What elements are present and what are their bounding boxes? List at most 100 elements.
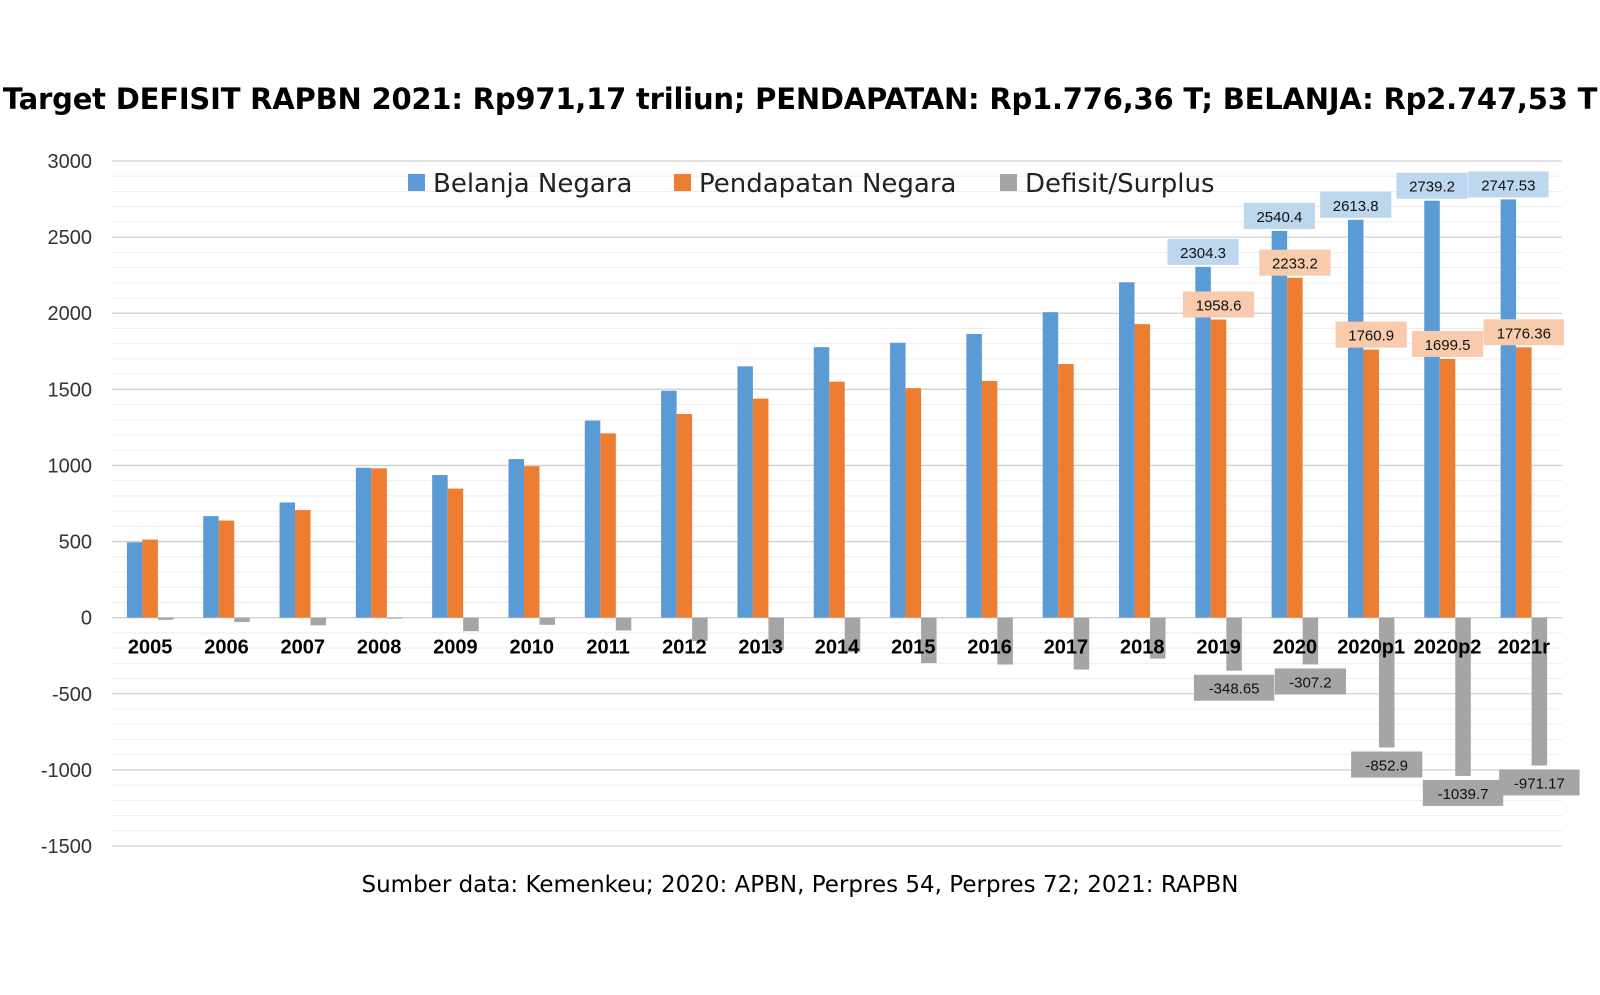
bar: [1424, 200, 1440, 618]
data-label-box: [1335, 321, 1407, 348]
x-tick-label: 2012: [662, 637, 707, 659]
y-tick-label: 1000: [48, 455, 93, 477]
data-label: 2233.2: [1272, 256, 1318, 273]
bar: [1134, 324, 1151, 618]
bar: [1347, 219, 1364, 618]
data-label: -307.2: [1289, 674, 1332, 691]
legend-swatch: [1000, 174, 1017, 191]
bar: [921, 617, 937, 664]
data-label: 2747.53: [1481, 177, 1535, 194]
bar: [997, 617, 1013, 665]
bar: [768, 617, 784, 650]
bar: [600, 433, 616, 618]
data-label: 2613.8: [1333, 198, 1379, 215]
data-label: 1699.5: [1425, 337, 1471, 354]
bar: [432, 475, 448, 618]
bar: [234, 617, 250, 623]
legend-swatch: [674, 174, 691, 191]
bar: [523, 466, 540, 618]
bar: [844, 617, 861, 653]
bar: [1271, 230, 1288, 618]
x-tick-label: 2011: [586, 637, 629, 659]
data-label-box: [1499, 769, 1580, 796]
data-label: 1776.36: [1497, 325, 1551, 342]
x-tick-label: 2019: [1196, 637, 1241, 659]
data-labels: 2304.3 2540.4 2613.8 2739.2 2747.53 1958.6 223…: [1167, 171, 1580, 806]
bars: [126, 199, 1548, 776]
data-label: 1958.6: [1196, 298, 1242, 315]
x-tick-label: 2017: [1044, 637, 1089, 659]
x-tick-label: 2020p1: [1337, 637, 1405, 659]
bar: [890, 342, 906, 618]
data-label: -1039.7: [1438, 786, 1489, 803]
bar: [386, 617, 403, 619]
bar: [813, 347, 830, 618]
legend: Belanja Negara Pendapatan Negara Defisit/S…: [408, 169, 1215, 199]
y-tick-label: 0: [81, 608, 92, 630]
data-label: 2739.2: [1409, 179, 1455, 196]
y-tick-label: -1000: [41, 760, 92, 782]
y-tick-label: 2000: [48, 303, 93, 325]
x-tick-label: 2020p2: [1414, 637, 1482, 659]
bar: [692, 617, 708, 641]
data-label-box: [1274, 668, 1346, 695]
data-label: -971.17: [1514, 776, 1565, 793]
data-label-box: [1182, 291, 1255, 318]
y-tick-label: 1500: [48, 379, 93, 401]
legend-label: Defisit/Surplus: [1025, 169, 1215, 199]
bar: [447, 488, 464, 618]
bar: [661, 390, 677, 618]
bar: [157, 617, 174, 620]
x-tick-label: 2005: [128, 637, 173, 659]
bar: [1439, 358, 1456, 618]
bar: [1302, 617, 1319, 665]
y-tick-label: 2500: [48, 227, 93, 249]
x-tick-label: 2020: [1273, 637, 1318, 659]
bar: [1500, 199, 1517, 618]
bar: [463, 617, 479, 632]
bar: [981, 380, 998, 618]
data-label-box: [1259, 249, 1331, 276]
bar: [218, 520, 235, 618]
data-label-box: [1243, 202, 1315, 229]
x-tick-label: 2021r: [1498, 637, 1550, 659]
data-label-box: [1483, 319, 1565, 346]
bar: [1150, 617, 1166, 659]
bar: [1455, 617, 1471, 776]
x-tick-label: 2013: [738, 637, 783, 659]
bar: [279, 502, 296, 618]
bar: [1363, 349, 1379, 618]
y-axis-tick-labels: 3000 2500 2000 1500 1000 500 0 -500 -1000 -1500: [41, 151, 92, 858]
bar: [584, 420, 601, 618]
bar: [1516, 347, 1532, 618]
data-label-box: [1167, 238, 1239, 265]
bar: [752, 398, 769, 618]
data-label-box: [1320, 191, 1392, 218]
data-label-box: [1411, 330, 1484, 357]
bar: [1195, 266, 1211, 618]
x-tick-label: 2007: [281, 637, 326, 659]
legend-label: Pendapatan Negara: [699, 169, 956, 199]
x-tick-label: 2014: [815, 637, 860, 659]
x-tick-label: 2010: [509, 637, 554, 659]
bar: [1210, 319, 1227, 618]
y-tick-label: 3000: [48, 151, 93, 173]
bar: [1073, 617, 1090, 670]
y-tick-label: -1500: [41, 836, 92, 858]
bar: [737, 366, 753, 618]
y-tick-label: -500: [52, 684, 92, 706]
data-label-box: [1351, 751, 1423, 778]
legend-swatch: [408, 174, 425, 191]
data-label-box: [1468, 171, 1549, 198]
data-label: -348.65: [1209, 681, 1260, 698]
bar: [1119, 282, 1135, 618]
data-label: -852.9: [1365, 757, 1408, 774]
x-tick-label: 2006: [204, 637, 249, 659]
x-axis-tick-labels: 2005 2006 2007 2008 2009 2010 2011 2012 2013 2014…: [128, 637, 1550, 659]
chart-title: Target DEFISIT RAPBN 2021: Rp971,17 tril…: [2, 82, 1598, 116]
bar: [126, 542, 143, 618]
data-label-box: [1193, 674, 1275, 701]
legend-label: Belanja Negara: [433, 169, 632, 199]
bar: [615, 617, 632, 631]
